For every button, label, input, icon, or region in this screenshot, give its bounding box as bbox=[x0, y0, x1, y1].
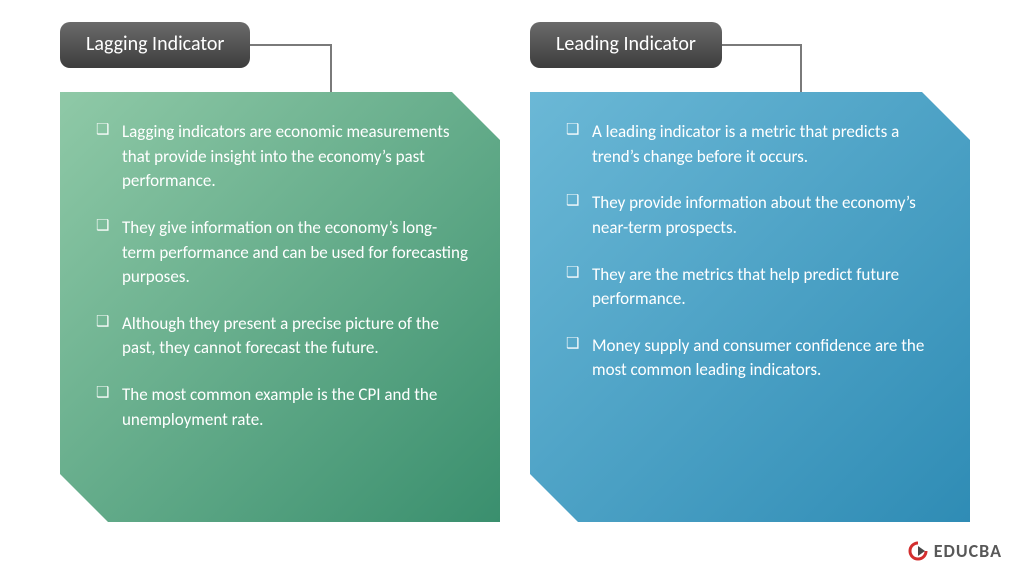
leading-panel: A leading indicator is a metric that pre… bbox=[530, 92, 970, 522]
infographic-canvas: Lagging Indicator Lagging indicators are… bbox=[0, 0, 1024, 576]
list-item: They provide information about the econo… bbox=[566, 191, 938, 240]
list-item: A leading indicator is a metric that pre… bbox=[566, 120, 938, 169]
list-item: Money supply and consumer confidence are… bbox=[566, 334, 938, 383]
lagging-bullet-list: Lagging indicators are economic measurem… bbox=[96, 120, 468, 432]
leading-title-pill: Leading Indicator bbox=[530, 22, 722, 68]
leading-bullet-list: A leading indicator is a metric that pre… bbox=[566, 120, 938, 383]
right-column: Leading Indicator A leading indicator is… bbox=[530, 22, 970, 68]
list-item: The most common example is the CPI and t… bbox=[96, 383, 468, 432]
logo-text: EDUCBA bbox=[934, 540, 1002, 562]
left-column: Lagging Indicator Lagging indicators are… bbox=[60, 22, 500, 68]
educba-logo: EDUCBA bbox=[908, 540, 1002, 562]
logo-mark-icon bbox=[908, 541, 928, 561]
list-item: They are the metrics that help predict f… bbox=[566, 263, 938, 312]
list-item: Lagging indicators are economic measurem… bbox=[96, 120, 468, 194]
lagging-title-pill: Lagging Indicator bbox=[60, 22, 250, 68]
list-item: Although they present a precise picture … bbox=[96, 312, 468, 361]
list-item: They give information on the economy’s l… bbox=[96, 216, 468, 290]
lagging-panel: Lagging indicators are economic measurem… bbox=[60, 92, 500, 522]
